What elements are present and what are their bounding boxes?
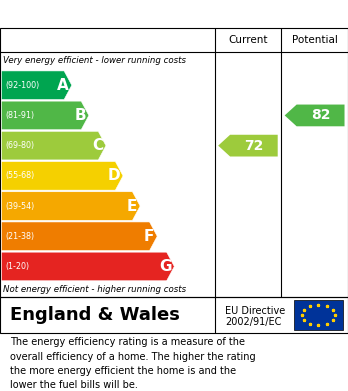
Bar — [294, 300, 343, 330]
Text: Current: Current — [228, 35, 268, 45]
Polygon shape — [1, 222, 157, 251]
Text: (1-20): (1-20) — [6, 262, 30, 271]
Text: 82: 82 — [311, 108, 330, 122]
Text: (55-68): (55-68) — [6, 171, 35, 180]
Text: The energy efficiency rating is a measure of the
overall efficiency of a home. T: The energy efficiency rating is a measur… — [10, 337, 256, 390]
Text: A: A — [57, 78, 69, 93]
Polygon shape — [1, 101, 89, 130]
Text: (21-38): (21-38) — [6, 232, 35, 241]
Text: (92-100): (92-100) — [6, 81, 40, 90]
Text: (81-91): (81-91) — [6, 111, 35, 120]
Text: Potential: Potential — [292, 35, 338, 45]
Text: C: C — [92, 138, 103, 153]
Text: EU Directive: EU Directive — [225, 306, 285, 316]
Text: (69-80): (69-80) — [6, 141, 35, 150]
Polygon shape — [1, 161, 123, 190]
Text: G: G — [159, 259, 172, 274]
Polygon shape — [1, 131, 106, 160]
Polygon shape — [1, 192, 140, 221]
Text: 72: 72 — [244, 139, 263, 152]
Text: Not energy efficient - higher running costs: Not energy efficient - higher running co… — [3, 285, 187, 294]
Polygon shape — [218, 135, 278, 156]
Text: (39-54): (39-54) — [6, 201, 35, 210]
Text: F: F — [144, 229, 155, 244]
Text: E: E — [127, 199, 137, 213]
Text: D: D — [108, 169, 120, 183]
Polygon shape — [285, 104, 345, 126]
Text: B: B — [74, 108, 86, 123]
Text: England & Wales: England & Wales — [10, 306, 180, 324]
Text: 2002/91/EC: 2002/91/EC — [225, 317, 282, 326]
Polygon shape — [1, 252, 174, 281]
Text: Very energy efficient - lower running costs: Very energy efficient - lower running co… — [3, 56, 187, 65]
Polygon shape — [1, 71, 72, 100]
Text: Energy Efficiency Rating: Energy Efficiency Rating — [60, 5, 288, 23]
